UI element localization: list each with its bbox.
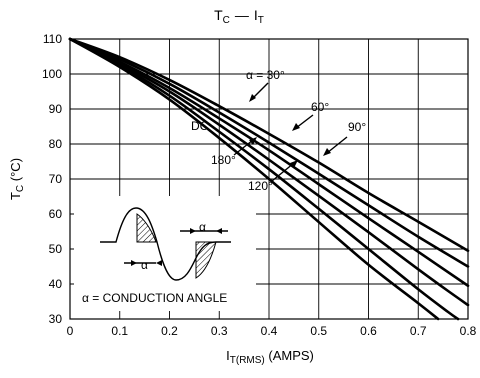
y-tick-label: 70 — [49, 172, 63, 186]
label-alpha-30: α = 30° — [246, 68, 285, 82]
x-tick-label: 0.5 — [310, 324, 327, 338]
inset-hatch-positive — [136, 213, 157, 243]
y-tick-label: 80 — [49, 137, 63, 151]
curve-90 — [68, 37, 470, 307]
arrow-180 — [233, 139, 254, 156]
x-tick-label: 0.2 — [161, 324, 178, 338]
curve-dc — [68, 37, 470, 253]
inset-alpha-left: α — [141, 258, 148, 272]
arrow-90 — [326, 136, 348, 154]
arrowhead-alpha-30-icon — [249, 94, 256, 102]
arrowhead-120-icon — [290, 160, 298, 168]
curve-60 — [68, 37, 460, 321]
label-60: 60° — [311, 100, 329, 114]
label-dc: DC — [191, 119, 209, 133]
curve-30 — [68, 37, 440, 321]
inset-background — [74, 196, 256, 311]
inset-alpha-right-arrow2-icon — [216, 228, 222, 234]
chart-title-sub-t: T — [258, 15, 264, 26]
curve-120 — [68, 37, 470, 288]
chart-title-sub-c: C — [223, 15, 230, 26]
arrow-alpha-30 — [251, 82, 269, 100]
conduction-angle-inset: α α α = CONDUCTION ANGLE — [74, 196, 256, 311]
x-axis-title-i: I — [226, 348, 230, 363]
y-tick-label: 40 — [49, 277, 63, 291]
y-axis-title-t: T — [8, 192, 23, 200]
curve-180 — [68, 37, 470, 268]
label-90: 90° — [348, 120, 366, 134]
label-120: 120° — [248, 179, 273, 193]
y-tick-label: 30 — [49, 312, 63, 326]
arrow-60 — [295, 114, 314, 129]
x-tick-label: 0.1 — [111, 324, 128, 338]
series-annotations: α = 30° 60° 90° DC 180° 120° — [191, 68, 366, 193]
inset-alpha-right-arrow-icon — [190, 228, 196, 234]
x-tick-label: 0.3 — [211, 324, 228, 338]
inset-alpha-left-arrow2-icon — [156, 260, 162, 266]
tick-labels: 0 0.1 0.2 0.3 0.4 0.5 0.6 0.7 0.8 30 40 50 60 70 80 90 1… — [42, 32, 477, 338]
inset-alpha-right: α — [199, 220, 206, 234]
y-axis-title: TC (°C) — [8, 158, 26, 200]
inset-sine-wave — [100, 207, 231, 281]
y-tick-label: 110 — [43, 32, 62, 46]
arrowhead-60-icon — [292, 123, 300, 131]
y-tick-label: 100 — [42, 67, 62, 81]
arrowhead-180-icon — [249, 137, 257, 145]
y-axis-title-unit: (°C) — [8, 158, 23, 185]
chart-title-i: I — [254, 7, 258, 23]
x-tick-label: 0.8 — [460, 324, 477, 338]
arrowhead-90-icon — [323, 148, 331, 156]
x-tick-label: 0.4 — [261, 324, 278, 338]
curves — [68, 37, 470, 321]
y-tick-label: 90 — [49, 102, 63, 116]
inset-alpha-left-arrow-icon — [131, 260, 137, 266]
x-tick-label: 0 — [67, 324, 74, 338]
x-axis-title-unit: (AMPS) — [265, 348, 314, 363]
chart-title-t: T — [214, 7, 223, 23]
y-axis-title-sub: C — [15, 185, 26, 192]
plot-frame — [69, 38, 469, 320]
y-tick-label: 60 — [49, 207, 63, 221]
chart-title-dash: — — [235, 7, 249, 23]
y-tick-label: 50 — [49, 242, 63, 256]
x-tick-label: 0.7 — [410, 324, 427, 338]
label-180: 180° — [211, 153, 236, 167]
arrow-120 — [271, 162, 295, 182]
x-axis-title: IT(RMS) (AMPS) — [226, 348, 314, 366]
x-axis-title-sub: T(RMS) — [230, 355, 265, 366]
chart-title: TC — IT — [214, 7, 264, 26]
x-tick-label: 0.6 — [360, 324, 377, 338]
inset-caption: α = CONDUCTION ANGLE — [82, 291, 227, 305]
